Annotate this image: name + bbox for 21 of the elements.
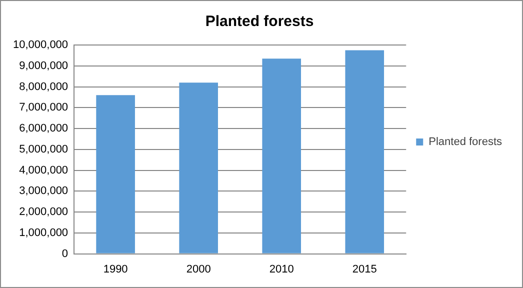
y-tick-label: 8,000,000 xyxy=(19,80,68,93)
y-tick-label: 2,000,000 xyxy=(19,206,68,218)
bar xyxy=(96,95,135,254)
x-tick-label: 2015 xyxy=(352,263,377,276)
legend-label: Planted forests xyxy=(428,136,502,148)
y-tick-label: 3,000,000 xyxy=(19,185,68,198)
x-tick-label: 2010 xyxy=(269,263,294,276)
x-tick-label: 2000 xyxy=(186,263,211,276)
y-tick-label: 6,000,000 xyxy=(19,122,68,135)
y-tick-label: 7,000,000 xyxy=(19,102,68,114)
y-tick-label: 9,000,000 xyxy=(19,60,68,72)
x-tick-label: 1990 xyxy=(103,263,128,276)
y-tick-label: 4,000,000 xyxy=(19,164,68,176)
y-tick-label: 5,000,000 xyxy=(19,143,68,156)
bar xyxy=(179,82,218,254)
bar xyxy=(345,50,384,254)
y-tick-label: 0 xyxy=(62,248,68,260)
chart-title: Planted forests xyxy=(205,13,314,30)
bar xyxy=(262,58,302,254)
y-tick-label: 1,000,000 xyxy=(19,226,68,239)
y-tick-label: 10,000,000 xyxy=(12,39,68,52)
